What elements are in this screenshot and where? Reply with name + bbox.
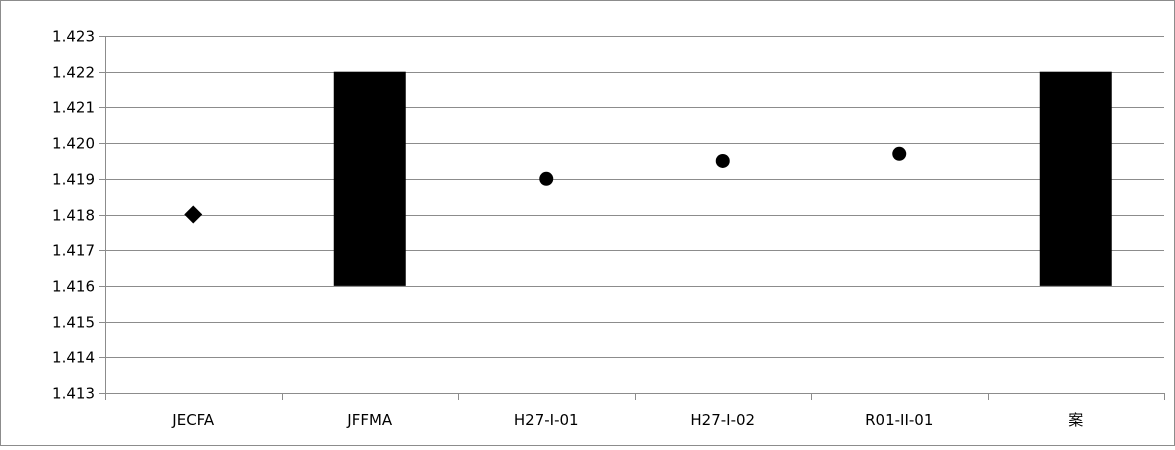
range-bar: [333, 71, 406, 286]
x-tick-label: JECFA: [171, 411, 215, 429]
x-tick-label: 案: [1068, 411, 1083, 429]
x-tick-label: JFFMA: [346, 411, 393, 429]
circle-marker: [715, 153, 730, 168]
y-tick-label: 1.414: [52, 349, 95, 367]
x-tick-label: H27-I-01: [514, 411, 579, 429]
y-tick-label: 1.421: [52, 99, 95, 117]
diamond-marker: [184, 205, 203, 224]
y-tick-label: 1.422: [52, 64, 95, 82]
circle-marker: [892, 146, 907, 161]
range-bar: [1039, 71, 1112, 286]
circle-marker: [539, 171, 554, 186]
y-tick-label: 1.423: [52, 28, 95, 46]
y-tick-label: 1.416: [52, 278, 95, 296]
y-tick-label: 1.419: [52, 171, 95, 189]
x-tick-label: R01-II-01: [865, 411, 933, 429]
x-tick-label: H27-I-02: [690, 411, 755, 429]
y-tick-label: 1.413: [52, 385, 95, 403]
y-tick-label: 1.417: [52, 242, 95, 260]
y-tick-label: 1.420: [52, 135, 95, 153]
y-tick-label: 1.418: [52, 207, 95, 225]
y-tick-label: 1.415: [52, 314, 95, 332]
